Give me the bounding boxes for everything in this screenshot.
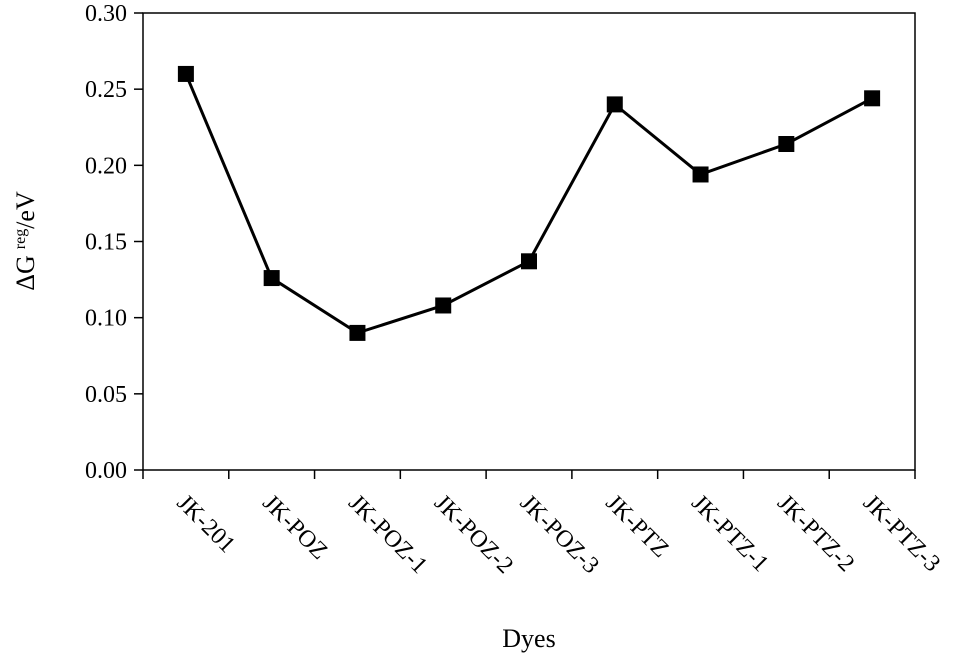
y-tick-label: 0.15 [85, 230, 127, 256]
y-axis-title: ΔG reg/eV [11, 191, 40, 291]
series-line [184, 73, 873, 335]
x-tick-label: JK-PTZ-1 [686, 490, 773, 577]
x-axis: JK-201 JK-POZ JK-POZ-1JK-POZ-2JK-POZ-3JK-P… [142, 470, 945, 579]
x-tick-label: JK-POZ [257, 490, 332, 565]
x-tick-label: JK-POZ-2 [429, 490, 518, 579]
data-point-marker [177, 65, 194, 82]
data-point-marker [864, 90, 881, 107]
x-tick-label: JK-POZ-1 [343, 490, 432, 579]
y-axis: 0.00 0.05 0.10 0.15 0.20 0.25 0.30 [85, 1, 143, 484]
x-tick-label: JK-201 [172, 490, 240, 558]
plot-area-frame [142, 12, 916, 471]
y-axis-title-prefix: ΔG [11, 255, 40, 291]
y-tick-label: 0.25 [85, 77, 127, 103]
x-tick-label: JK-PTZ-2 [772, 490, 859, 577]
x-tick-label: JK-PTZ-3 [858, 490, 945, 577]
y-tick-label: 0.30 [85, 1, 127, 27]
x-tick-label: JK-PTZ [601, 490, 674, 563]
y-axis-title-suffix: /eV [11, 191, 40, 229]
data-point-marker [606, 96, 623, 113]
data-point-marker [349, 324, 366, 341]
data-point-marker [521, 253, 537, 270]
y-axis-title-superscript: reg [12, 229, 29, 249]
data-point-marker [435, 297, 452, 314]
x-axis-title: Dyes [502, 624, 555, 653]
y-tick-label: 0.10 [85, 306, 127, 332]
y-tick-label: 0.00 [85, 458, 127, 484]
data-markers [177, 65, 881, 341]
x-tick-label: JK-POZ-3 [515, 490, 604, 579]
y-tick-label: 0.20 [85, 153, 127, 179]
data-point-marker [263, 270, 280, 287]
data-point-marker [778, 136, 795, 153]
data-point-marker [692, 166, 709, 183]
y-tick-label: 0.05 [85, 382, 127, 408]
